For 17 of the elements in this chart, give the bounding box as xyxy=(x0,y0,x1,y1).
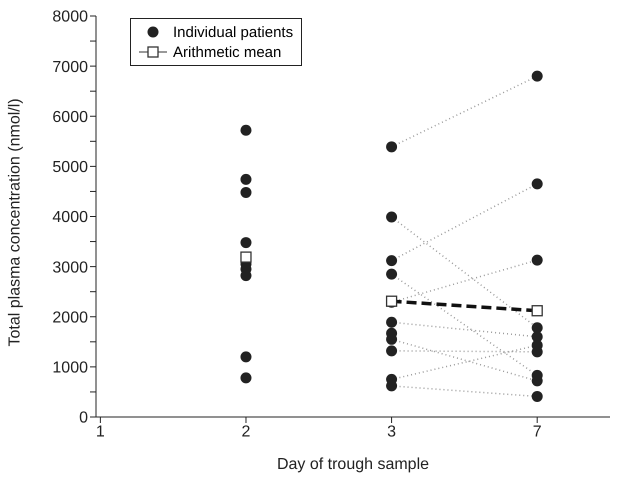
legend-label: Individual patients xyxy=(173,24,294,40)
y-tick-label: 7000 xyxy=(52,58,88,76)
y-tick-label: 1000 xyxy=(52,360,88,377)
x-tick-label: 3 xyxy=(387,423,396,440)
y-tick-label: 3000 xyxy=(52,259,88,276)
y-tick-label: 5000 xyxy=(52,159,88,176)
y-tick-label: 8000 xyxy=(52,8,88,26)
y-tick-label: 4000 xyxy=(52,209,88,226)
y-tick-label: 0 xyxy=(79,410,88,427)
legend-label: Arithmetic mean xyxy=(173,44,282,60)
y-tick-label: 6000 xyxy=(52,108,88,126)
x-tick-label: 1 xyxy=(96,423,105,440)
x-tick-label: 2 xyxy=(242,423,251,440)
y-tick-label: 2000 xyxy=(52,309,88,326)
x-tick-label: 7 xyxy=(532,423,542,440)
y-axis-title: Total plasma concentration (nmol/l) xyxy=(6,98,24,346)
x-axis-title: Day of trough sample xyxy=(276,456,430,473)
